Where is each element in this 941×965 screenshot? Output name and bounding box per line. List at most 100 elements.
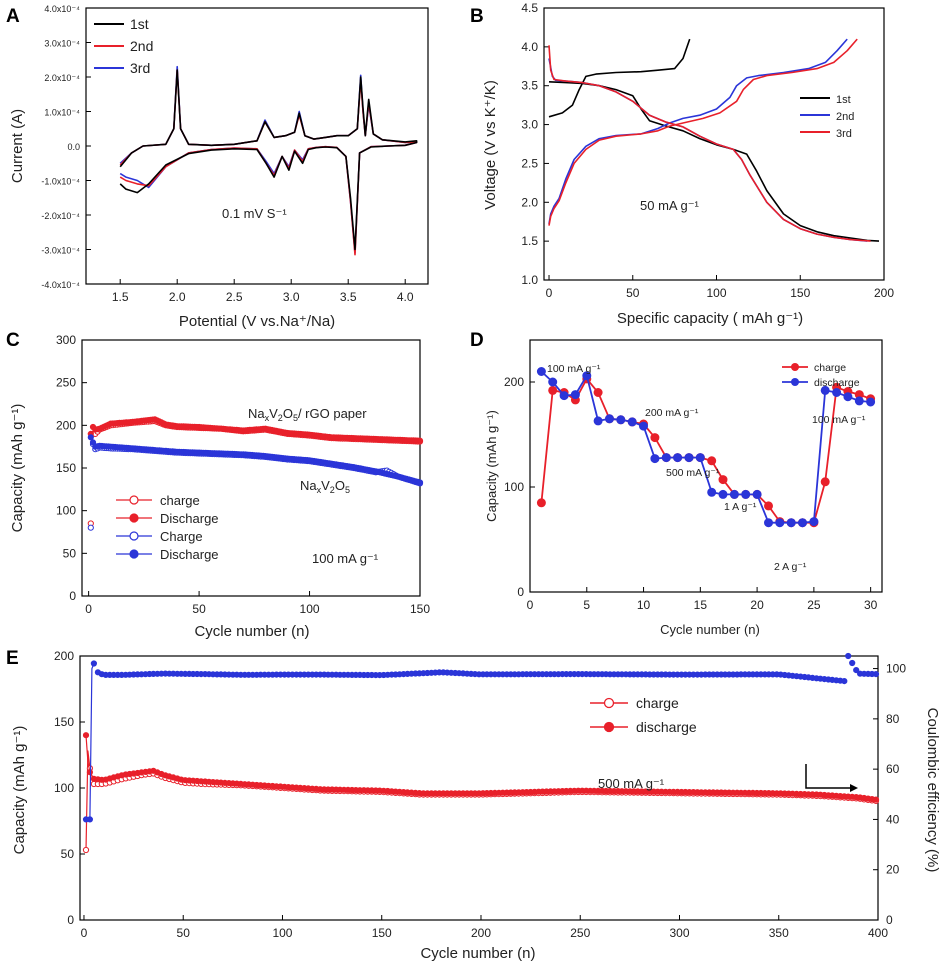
legend-item-1st-label: 1st	[836, 94, 851, 106]
data-point	[695, 453, 705, 463]
panel-letter-a: A	[6, 6, 20, 27]
y-tick-label: 150	[54, 715, 74, 729]
y-tick-label: 40	[886, 812, 900, 826]
panel-e-y-ticks: 0 50 100 150 200	[54, 649, 85, 927]
panel-a-y-ticks: 4.0x10⁻⁴ 3.0x10⁻⁴ 2.0x10⁻⁴ 1.0x10⁻⁴ 0.0 -1.0x…	[41, 4, 91, 290]
data-point	[86, 816, 94, 823]
panel-b-x-label: Specific capacity ( mAh g⁻¹)	[617, 310, 803, 327]
y-tick-label: 3.0	[521, 118, 538, 132]
data-point	[741, 489, 751, 499]
panel-c-legend: charge Discharge Charge Discharge	[116, 493, 219, 562]
x-tick-label: 50	[626, 286, 640, 300]
data-point	[416, 437, 424, 444]
panel-b-legend: 1st 2nd 3rd	[800, 94, 854, 140]
panel-d-plot-frame	[529, 339, 883, 593]
y-tick-label: 4.0	[521, 40, 538, 54]
data-point	[718, 489, 728, 499]
y-tick-label: 50	[61, 847, 75, 861]
panel-letter-d: D	[470, 330, 484, 351]
cv-curve-1st	[119, 69, 418, 251]
legend-item-3rd-label: 3rd	[130, 60, 150, 76]
y-tick-label: 4.5	[521, 1, 538, 15]
panel-d-rate-labels: 100 mA g⁻¹ 200 mA g⁻¹ 500 mA g⁻¹ 1 A g⁻¹ 2 A…	[547, 363, 866, 573]
panel-d: D 0 100 200 0 5 10 15 20 25 30 Capacity (mAh g⁻¹…	[470, 330, 883, 637]
x-tick-label: 150	[372, 926, 392, 940]
y-tick-label: 2.0x10⁻⁴	[44, 73, 80, 83]
right-arrow-icon	[805, 764, 850, 789]
y-tick-label: 0	[517, 585, 524, 599]
legend-label: Discharge	[160, 547, 219, 562]
legend-label: discharge	[636, 719, 697, 735]
y-tick-label: -1.0x10⁻⁴	[41, 177, 80, 187]
panel-letter-e: E	[6, 648, 19, 669]
x-tick-label: 150	[410, 602, 430, 616]
data-point	[718, 475, 728, 485]
y-tick-label: 0	[886, 913, 893, 927]
y-tick-label: 250	[56, 376, 76, 390]
legend-swatch-marker	[129, 495, 139, 505]
x-tick-label: 0	[546, 286, 553, 300]
x-tick-label: 30	[864, 598, 878, 612]
data-point	[684, 453, 694, 463]
legend-label: Charge	[160, 529, 203, 544]
data-point	[593, 388, 603, 397]
panel-d-x-label: Cycle number (n)	[660, 622, 760, 637]
y-tick-label: 1.5	[521, 234, 538, 248]
x-tick-label: 0	[81, 926, 88, 940]
data-point	[87, 524, 94, 531]
y-tick-label: 80	[886, 712, 900, 726]
y-tick-label: 1.0x10⁻⁴	[44, 108, 80, 118]
right-arrow-head-icon	[850, 784, 858, 792]
data-point	[798, 518, 807, 528]
x-tick-label: 100	[706, 286, 726, 300]
data-point	[809, 517, 819, 527]
y-tick-label: 3.0x10⁻⁴	[44, 39, 80, 49]
legend-swatch-marker	[129, 549, 139, 559]
y-tick-label: 300	[56, 333, 76, 347]
legend-swatch-marker	[791, 363, 799, 371]
data-point	[673, 453, 683, 463]
legend-item-3rd-label: 3rd	[836, 128, 852, 140]
panel-e-plot-frame	[79, 655, 879, 921]
y-tick-label: 20	[886, 863, 900, 877]
cv-curve-3rd	[119, 65, 418, 254]
panel-b: B 1.01.52.02.53.03.54.04.5 0 50 100 150 200 …	[470, 1, 894, 327]
x-tick-label: 400	[868, 926, 888, 940]
data-point	[786, 518, 796, 528]
legend-label: Discharge	[160, 511, 219, 526]
panel-c-y-label: Capacity (mAh g⁻¹)	[9, 404, 26, 533]
x-tick-label: 2.5	[226, 290, 243, 304]
x-tick-label: 0	[85, 602, 92, 616]
legend-item-2nd-label: 2nd	[130, 38, 153, 54]
panel-d-series	[536, 367, 876, 528]
panel-b-series	[548, 38, 880, 242]
cv-curve-2nd	[119, 69, 418, 256]
legend-label: charge	[636, 695, 679, 711]
data-point	[548, 377, 558, 387]
y-tick-label: 100	[54, 781, 74, 795]
panel-c-x-ticks: 0 50 100 150	[85, 591, 430, 616]
y-tick-label: 60	[886, 762, 900, 776]
data-point	[559, 391, 569, 401]
discharge-curve-3rd	[548, 45, 871, 242]
panel-b-plot-frame	[543, 7, 885, 281]
panel-b-y-ticks: 1.0 1.5 2.0 2.5 3.0 3.5 4.0 4.5	[521, 1, 549, 287]
y-tick-label: 4.0x10⁻⁴	[44, 4, 80, 14]
y-tick-label: -2.0x10⁻⁴	[41, 211, 80, 221]
y-tick-label: -3.0x10⁻⁴	[41, 246, 80, 256]
data-point	[416, 479, 424, 486]
x-tick-label: 0	[527, 598, 534, 612]
legend-swatch-marker	[603, 721, 615, 733]
data-point	[536, 498, 546, 508]
panel-c-label-naxv2o5: NaxV2O5	[300, 478, 350, 495]
x-tick-label: 25	[807, 598, 821, 612]
data-point	[872, 671, 880, 678]
x-tick-label: 20	[750, 598, 764, 612]
data-point	[627, 417, 637, 427]
panel-a-y-label: Current (A)	[9, 109, 26, 183]
panel-e-x-label: Cycle number (n)	[420, 945, 535, 962]
x-tick-label: 15	[694, 598, 708, 612]
x-tick-label: 4.0	[397, 290, 414, 304]
panel-c: C 0 50 100 150 200 250 300 0 50 100 150 Capacity …	[6, 330, 430, 640]
